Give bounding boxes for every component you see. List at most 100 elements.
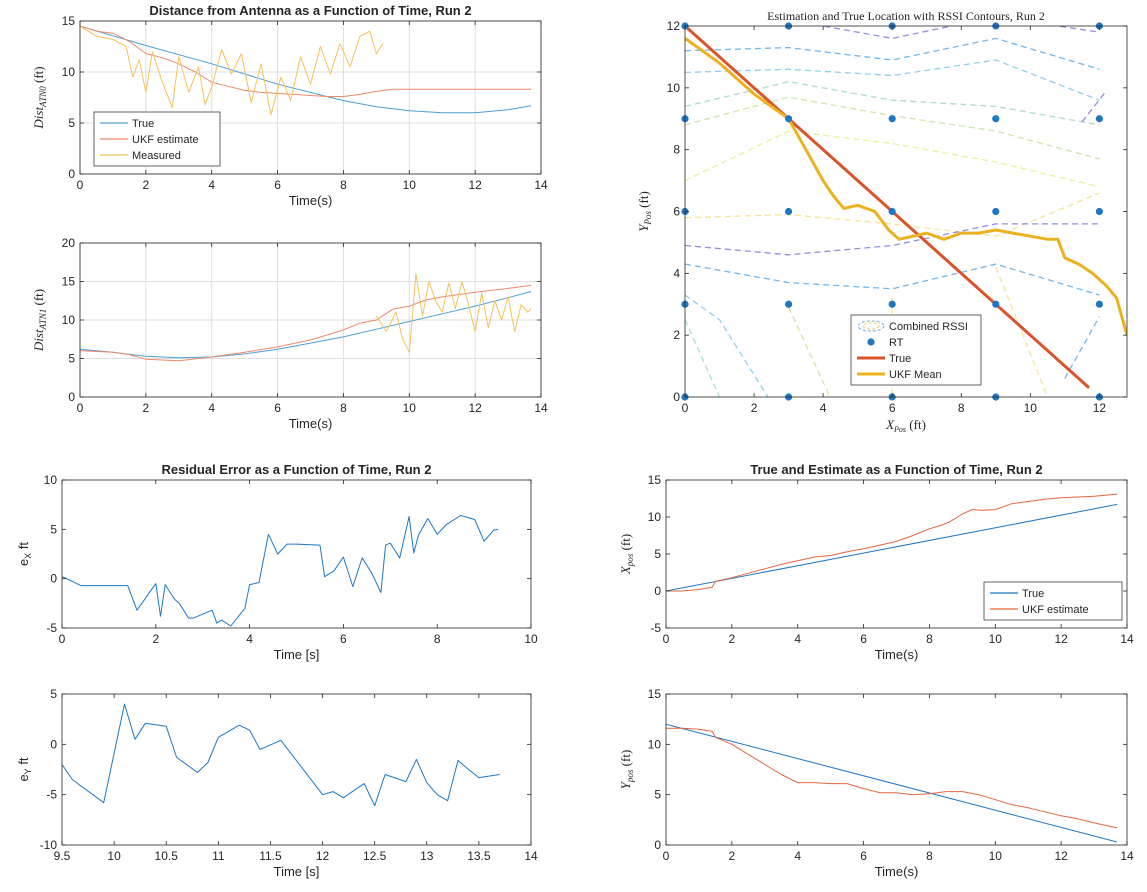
x-tick-label: 4 — [208, 178, 215, 192]
x-tick-label: 2 — [152, 632, 159, 646]
y-axis-label-unit: (ft) — [618, 750, 633, 770]
chart-title: Residual Error as a Function of Time, Ru… — [162, 462, 432, 477]
y-tick-label: 0 — [68, 167, 75, 181]
y-axis-label-main: Dist — [31, 107, 46, 130]
legend-label: UKF Mean — [889, 369, 942, 381]
series-line-ukf-estimate — [666, 727, 1118, 829]
y-tick-label: -5 — [46, 621, 57, 635]
y-axis-label: Xpos (ft) — [618, 534, 635, 575]
chart-5: 9.5 10 10.5 11 11.5 12 12.5 13 13.5 14 -10 -5 0 5 Time… — [16, 687, 538, 879]
y-axis-label-main: Y — [618, 780, 633, 789]
legend: True UKF estimate Measured — [93, 111, 221, 167]
y-axis-label-main: X — [618, 565, 633, 575]
x-axis-label: Time(s) — [875, 864, 919, 879]
y-axis-label-unit: (ft) — [31, 66, 46, 86]
y-axis-label: eY ft — [16, 757, 33, 781]
y-tick-label: 15 — [62, 14, 76, 28]
y-tick-label: 15 — [62, 275, 76, 289]
plot-area — [666, 694, 1127, 845]
y-tick-label: 15 — [648, 473, 662, 487]
y-axis-label-unit: ft — [16, 757, 31, 768]
x-tick-label: 12 — [1054, 849, 1068, 863]
x-tick-label: 12 — [316, 849, 330, 863]
y-axis-label-unit: (ft) — [31, 289, 46, 309]
x-tick-label: 6 — [340, 632, 347, 646]
x-tick-label: 2 — [751, 401, 758, 415]
x-tick-label: 13 — [420, 849, 434, 863]
y-axis-label-main: Y — [636, 223, 651, 232]
series-line-true — [685, 26, 1091, 389]
x-tick-label: 4 — [820, 401, 827, 415]
x-tick-label: 10 — [989, 849, 1003, 863]
y-axis-label-main: Dist — [31, 329, 46, 352]
x-tick-label: 12 — [468, 178, 482, 192]
y-tick-label: 10 — [648, 510, 662, 524]
legend: True UKF estimate — [983, 581, 1123, 621]
series-group — [685, 26, 1127, 389]
x-axis-label: Time [s] — [274, 647, 320, 662]
x-tick-label: 13.5 — [467, 849, 491, 863]
y-axis-label: DistATN0 (ft) — [31, 66, 48, 129]
chart-title: Estimation and True Location with RSSI C… — [767, 9, 1045, 23]
y-tick-label: 6 — [673, 205, 680, 219]
rt-point — [784, 115, 793, 123]
y-axis-label-main: e — [16, 774, 31, 781]
y-tick-label: 5 — [654, 547, 661, 561]
x-tick-label: 12.5 — [363, 849, 387, 863]
legend-swatch — [857, 320, 885, 332]
y-tick-label: 0 — [50, 737, 57, 751]
y-axis-label-sub: X — [23, 553, 33, 559]
legend-label: Combined RSSI — [889, 321, 968, 333]
rt-point — [888, 207, 896, 216]
legend-label: UKF estimate — [1022, 604, 1089, 616]
rt-point — [1095, 207, 1103, 216]
x-tick-label: 10 — [989, 632, 1003, 646]
contour-line — [788, 307, 831, 397]
x-tick-label: 8 — [340, 401, 347, 415]
contour-line — [685, 319, 721, 397]
legend-label: True — [889, 353, 911, 365]
contour-line — [1064, 316, 1100, 379]
rt-point — [784, 300, 793, 308]
chart-7: 0 2 4 6 8 10 12 14 0 5 10 15 Time(s) Ypos (ft) — [618, 687, 1134, 879]
x-tick-label: 2 — [729, 632, 736, 646]
y-axis-label-sub: ATN1 — [38, 309, 48, 331]
legend-label: True — [1022, 588, 1044, 600]
contour-line — [995, 266, 1049, 397]
axes-box — [61, 693, 532, 846]
y-axis-label-sub: pos — [625, 553, 635, 567]
x-tick-label: 6 — [860, 632, 867, 646]
chart-title: True and Estimate as a Function of Time,… — [750, 462, 1042, 477]
y-axis-label-unit: (ft) — [618, 534, 633, 554]
y-tick-label: 8 — [673, 143, 680, 157]
rt-point — [784, 207, 793, 216]
legend-box — [983, 581, 1123, 621]
x-tick-label: 11.5 — [259, 849, 282, 863]
x-tick-label: 4 — [794, 849, 801, 863]
x-tick-label: 8 — [926, 849, 933, 863]
x-tick-label: 4 — [794, 632, 801, 646]
x-tick-label: 0 — [77, 178, 84, 192]
legend-label: UKF estimate — [132, 134, 199, 146]
legend-swatch — [867, 338, 875, 346]
y-tick-label: 5 — [654, 788, 661, 802]
contour-line — [1081, 90, 1107, 123]
x-tick-label: 12 — [1093, 401, 1107, 415]
series-group — [62, 703, 500, 807]
series-line-e-x — [62, 515, 499, 627]
x-tick-label: 4 — [246, 632, 253, 646]
x-tick-label: 10 — [107, 849, 121, 863]
x-tick-label: 0 — [682, 401, 689, 415]
y-tick-label: 15 — [648, 687, 662, 701]
y-tick-label: 5 — [50, 522, 57, 536]
x-axis-label: XPos (ft) — [885, 417, 926, 434]
x-tick-label: 14 — [524, 849, 538, 863]
y-tick-label: 10 — [62, 313, 76, 327]
x-tick-label: 0 — [77, 401, 84, 415]
chart-2: 0 2 4 6 8 10 12 14 0 5 10 15 20 Time(s) DistATN1 (ft) — [31, 236, 548, 431]
x-tick-label: 2 — [729, 849, 736, 863]
y-tick-label: 5 — [68, 352, 75, 366]
y-tick-label: 5 — [50, 687, 57, 701]
